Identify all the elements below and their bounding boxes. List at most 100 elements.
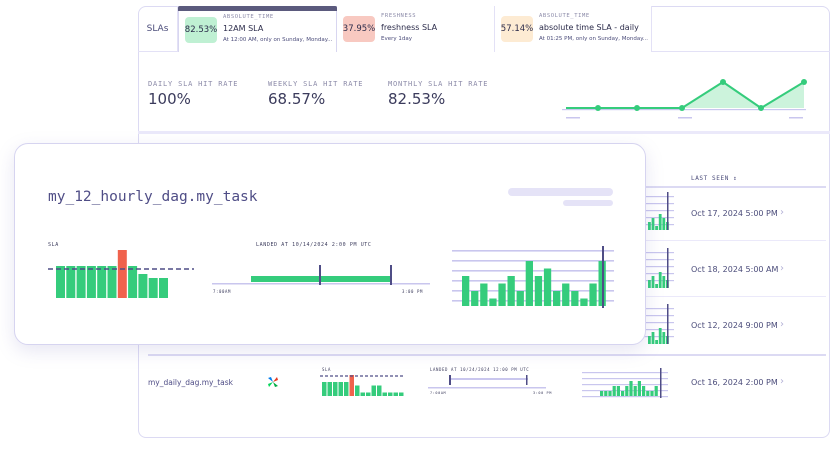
- slas-tab-label: SLAs: [146, 24, 169, 34]
- sla-bar: [159, 278, 168, 298]
- sla-bar: [355, 385, 360, 396]
- sla-tab-schedule: At 01:25 PM, only on Sunday, Monday...: [539, 36, 648, 42]
- trend-point: [720, 79, 726, 85]
- grid-line: [640, 259, 674, 261]
- history-bar: [651, 276, 655, 288]
- history-bar: [571, 291, 579, 306]
- grid-line: [640, 203, 674, 205]
- trend-tick-label: [566, 117, 580, 119]
- sla-tab-absolute-daily[interactable]: 57.14% ABSOLUTE_TIME absolute time SLA -…: [495, 6, 652, 52]
- history-bar: [562, 283, 570, 306]
- now-marker: [667, 192, 669, 230]
- sla-bar: [382, 392, 387, 396]
- history-bar: [655, 284, 658, 288]
- grid-line: [640, 280, 674, 282]
- sla-bar: [128, 266, 138, 298]
- sla-bar-missed: [349, 375, 354, 396]
- grid-line: [582, 378, 668, 380]
- airflow-icon: [268, 377, 278, 387]
- sla-bar: [97, 266, 107, 298]
- now-marker: [667, 248, 669, 288]
- card-sla-label: SLA: [48, 242, 59, 248]
- row-sla-chart: [320, 375, 404, 396]
- row-last-seen: Oct 16, 2024 2:00 PM: [691, 378, 778, 387]
- row-rule: [640, 296, 826, 297]
- history-bar: [633, 386, 637, 396]
- grid-line: [640, 210, 674, 212]
- history-bar: [658, 214, 662, 230]
- grid-line: [640, 273, 674, 275]
- history-bar: [462, 276, 470, 306]
- trend-point: [595, 105, 601, 111]
- row-axis-start: 7:00AM: [430, 391, 447, 395]
- row-history-chart: [582, 368, 668, 398]
- now-marker: [667, 304, 669, 344]
- history-bar: [580, 298, 588, 306]
- history-bar: [655, 226, 658, 230]
- history-bar: [658, 272, 662, 288]
- trend-tick-label: [678, 117, 692, 119]
- sla-bar: [56, 266, 65, 298]
- row-chevron-icon[interactable]: ›: [780, 376, 784, 387]
- task-name-link[interactable]: my_daily_dag.my_task: [148, 378, 233, 387]
- sla-bar: [322, 382, 327, 396]
- history-bar: [662, 218, 666, 230]
- sla-tab-freshness[interactable]: 37.95% FRESHNESS freshness SLA Every 1da…: [337, 6, 495, 52]
- sla-bar: [333, 382, 338, 396]
- trend-line: [566, 80, 805, 110]
- grid-line: [452, 250, 614, 252]
- history-bar: [637, 381, 641, 396]
- grid-line: [582, 390, 668, 392]
- placeholder-pill: [563, 200, 613, 206]
- sla-bar: [86, 266, 96, 298]
- history-bar: [655, 340, 658, 344]
- card-landed-label: LANDED AT 10/14/2024 2:00 PM UTC: [256, 242, 372, 248]
- sla-tab-pct: 37.95%: [343, 16, 375, 42]
- placeholder-pill: [508, 188, 613, 196]
- history-bar: [642, 386, 646, 396]
- last-seen-header[interactable]: LAST SEEN ↕: [691, 175, 738, 182]
- history-bar: [629, 381, 633, 396]
- sla-bar: [371, 385, 376, 396]
- sla-tab-schedule: At 12:00 AM, only on Sunday, Monday...: [223, 37, 333, 43]
- kpi-label: DAILY SLA HIT RATE: [148, 80, 239, 88]
- sla-bar: [377, 385, 382, 396]
- slas-tab[interactable]: SLAs: [138, 6, 178, 52]
- kpi-monthly: MONTHLY SLA HIT RATE 82.53%: [388, 80, 488, 108]
- history-bar: [646, 391, 650, 396]
- row-chevron-icon[interactable]: ›: [780, 207, 784, 218]
- row-landed-label: LANDED AT 10/24/2024 12:00 PM UTC: [430, 367, 530, 372]
- row-rule: [148, 354, 826, 356]
- row-chevron-icon[interactable]: ›: [780, 263, 784, 274]
- sla-trend-chart: [562, 79, 807, 119]
- row-sparklines: [640, 192, 674, 344]
- grid-line: [640, 336, 674, 338]
- history-bar: [608, 391, 612, 396]
- sla-bar: [138, 274, 148, 298]
- history-bar: [612, 386, 616, 396]
- history-bar: [543, 268, 552, 306]
- row-chevron-icon[interactable]: ›: [780, 319, 784, 330]
- history-bar: [648, 336, 651, 344]
- sla-bar-missed: [117, 250, 127, 298]
- card-history-chart: [452, 246, 614, 308]
- card-sla-chart: [48, 250, 194, 298]
- sla-tab-kind: ABSOLUTE_TIME: [539, 13, 590, 19]
- history-bar: [480, 283, 488, 306]
- history-bar: [516, 291, 524, 306]
- history-bar: [650, 391, 654, 396]
- history-bar: [616, 386, 620, 396]
- sla-tab-name: 12AM SLA: [223, 24, 264, 33]
- history-bar: [525, 261, 533, 306]
- grid-line: [640, 329, 674, 331]
- sla-tab-kind: FRESHNESS: [381, 13, 417, 19]
- grid-line: [640, 252, 674, 254]
- sla-tab-12am[interactable]: 82.53% ABSOLUTE_TIME 12AM SLA At 12:00 A…: [178, 6, 337, 52]
- history-bar: [662, 332, 666, 344]
- header-rule: [640, 186, 826, 188]
- sla-bar: [344, 382, 349, 396]
- sla-bar: [107, 266, 117, 298]
- history-bar: [625, 386, 629, 396]
- grid-line: [640, 308, 674, 310]
- trend-point: [801, 79, 807, 85]
